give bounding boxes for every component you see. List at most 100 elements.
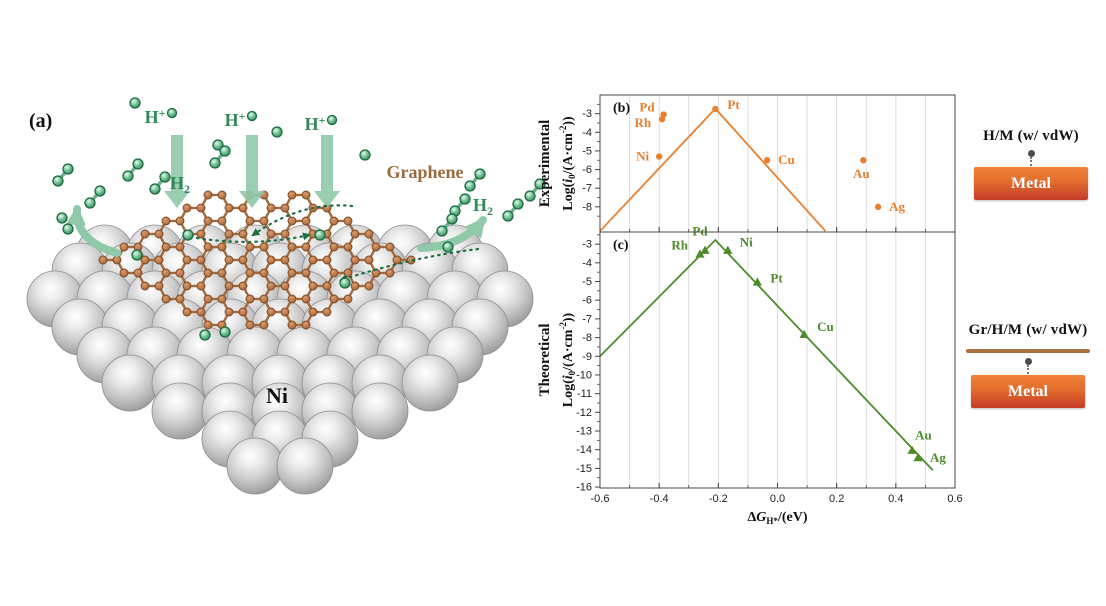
- data-point-Cu: [799, 329, 809, 338]
- c-atom: [308, 281, 318, 291]
- data-point-Ag: [913, 453, 923, 462]
- h-diffusion-arrow: [339, 247, 480, 282]
- y-tick-label: -12: [576, 407, 592, 419]
- c-atom: [287, 190, 297, 200]
- c-atom: [301, 190, 311, 200]
- point-label-Au: Au: [853, 166, 870, 181]
- c-atom: [217, 190, 227, 200]
- proton-label: H+: [145, 106, 166, 127]
- c-atom: [301, 320, 311, 330]
- c-atom: [308, 307, 318, 317]
- c-atom: [182, 281, 192, 291]
- c-atom: [301, 294, 311, 304]
- c-atom: [224, 307, 234, 317]
- y-tick-label: -15: [576, 463, 592, 475]
- metal-slab-box: Metal: [974, 167, 1088, 200]
- graphene-layer-line: [966, 349, 1090, 353]
- adsorbed-h-dot: [958, 150, 1104, 166]
- h-atom: [314, 229, 326, 241]
- c-atom: [280, 229, 290, 239]
- h2-release-arrow-left: [66, 205, 121, 257]
- y-tick-label: -4: [582, 257, 592, 269]
- y-tick-label: -7: [582, 183, 592, 195]
- h-atom: [271, 126, 283, 138]
- c-atom: [119, 242, 129, 252]
- c-atom: [196, 255, 206, 265]
- y-axis-log-label: Log(i0/(A·cm-2)): [558, 312, 577, 407]
- c-atom: [182, 307, 192, 317]
- y-tick-label: -3: [582, 239, 592, 251]
- h-atom: [246, 110, 258, 122]
- x-tick-label: -0.6: [591, 493, 610, 505]
- c-atom: [287, 268, 297, 278]
- h-atom: [62, 163, 74, 175]
- y-tick-label: -10: [576, 369, 592, 381]
- c-atom: [203, 294, 213, 304]
- x-axis-label: ΔGH*/(eV): [748, 510, 808, 526]
- c-atom: [161, 216, 171, 226]
- c-atom: [322, 281, 332, 291]
- h-atom: [149, 183, 161, 195]
- c-atom: [245, 320, 255, 330]
- h-atom: [199, 329, 211, 341]
- point-label-Rh: Rh: [671, 237, 688, 252]
- c-atom: [266, 281, 276, 291]
- c-atom: [287, 216, 297, 226]
- proton-insertion-arrow: [164, 135, 190, 208]
- panel-label: (b): [613, 101, 630, 116]
- h-atom: [56, 212, 68, 224]
- c-atom: [196, 307, 206, 317]
- h-atom: [182, 229, 194, 241]
- h-diffusion-arrow: [251, 204, 354, 237]
- c-atom: [217, 268, 227, 278]
- h-atom: [84, 197, 96, 209]
- panel-a-illustration: (a) H+ H+ H+ H2 H2 Graphene Ni: [26, 97, 546, 495]
- c-atom: [301, 242, 311, 252]
- c-atom: [238, 229, 248, 239]
- c-atom: [329, 242, 339, 252]
- c-atom: [350, 255, 360, 265]
- ni-atom: [276, 437, 334, 495]
- c-atom: [364, 255, 374, 265]
- ni-atom: [226, 437, 284, 495]
- y-tick-label: -4: [582, 127, 592, 139]
- c-atom: [329, 268, 339, 278]
- c-atom: [224, 229, 234, 239]
- c-atom: [280, 281, 290, 291]
- ni-label: Ni: [266, 383, 288, 408]
- volcano-line: [599, 238, 934, 471]
- y-tick-label: -6: [582, 295, 592, 307]
- c-atom: [196, 203, 206, 213]
- c-atom: [245, 268, 255, 278]
- x-tick-label: -0.2: [709, 493, 728, 505]
- c-atom: [182, 203, 192, 213]
- h-atom: [219, 145, 231, 157]
- ni-atom: [351, 382, 409, 440]
- h-diffusion-arrow: [195, 232, 311, 243]
- c-atom: [371, 242, 381, 252]
- y-tick-label: -11: [577, 388, 592, 400]
- panel-c-frame: [599, 231, 956, 489]
- c-atom: [343, 242, 353, 252]
- c-atom: [217, 294, 227, 304]
- data-point-Au: [907, 445, 917, 454]
- c-atom: [308, 255, 318, 265]
- c-atom: [140, 281, 150, 291]
- point-label-Ni: Ni: [636, 149, 649, 164]
- h-atom: [212, 139, 224, 151]
- legend-hm-title: H/M (w/ vdW): [983, 128, 1079, 144]
- h-atom: [446, 213, 458, 225]
- legend-hm: H/M (w/ vdW) Metal: [958, 128, 1104, 200]
- c-atom: [140, 255, 150, 265]
- panel-c: Rh Pd Ni Pt Cu Au Ag -3 -4 -5 -6 -7 -8 -9 -10 -11 -12 -13…: [537, 224, 946, 494]
- h-atom: [339, 277, 351, 289]
- y-tick-label: -7: [582, 313, 592, 325]
- c-atom: [161, 242, 171, 252]
- c-atom: [196, 281, 206, 291]
- c-atom: [364, 229, 374, 239]
- h-atom: [436, 225, 448, 237]
- y-axis-log-label: Log(i0/(A·cm-2)): [558, 116, 577, 211]
